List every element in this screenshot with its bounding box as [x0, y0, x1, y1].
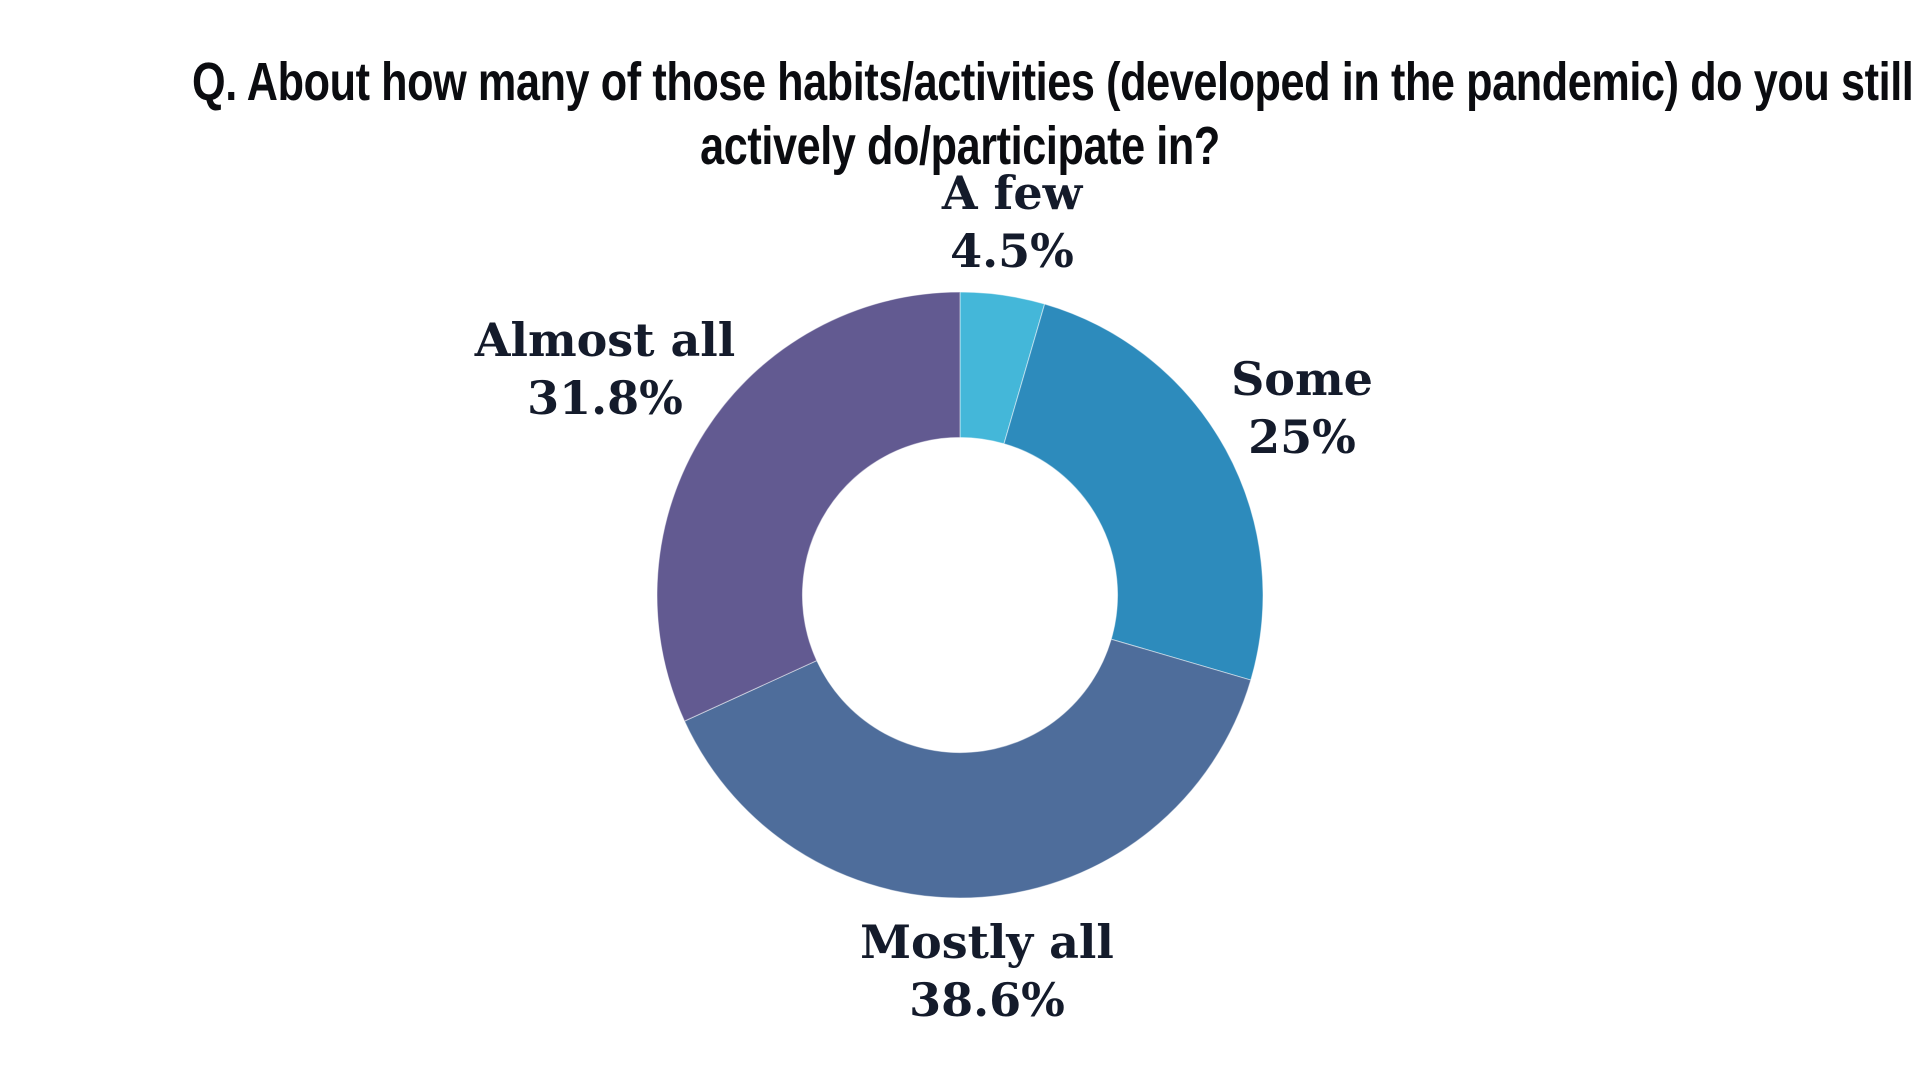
slice-percent-mostly-all: 38.6% [909, 973, 1065, 1027]
slice-name-some: Some [1231, 352, 1373, 406]
chart-title-line-1: Q. About how many of those habits/activi… [192, 52, 1914, 113]
chart-title-line-2: actively do/participate in? [700, 116, 1220, 177]
slice-percent-some: 25% [1248, 410, 1356, 464]
slice-label-almost-all: Almost all 31.8% [475, 311, 735, 427]
chart-title: Q. About how many of those habits/activi… [0, 50, 1920, 178]
slice-name-almost-all: Almost all [474, 313, 736, 367]
slice-label-some: Some 25% [1231, 350, 1373, 466]
slice-name-mostly-all: Mostly all [860, 915, 1114, 969]
slice-name-a-few: A few [941, 166, 1083, 220]
slice-percent-a-few: 4.5% [950, 224, 1074, 278]
donut-slice-mostly-all [683, 638, 1252, 899]
slice-label-a-few: A few 4.5% [942, 164, 1082, 280]
slice-label-mostly-all: Mostly all 38.6% [860, 913, 1114, 1029]
donut-slice-some [1003, 303, 1264, 681]
slice-percent-almost-all: 31.8% [527, 371, 683, 425]
donut-slice-almost-all [656, 291, 961, 722]
